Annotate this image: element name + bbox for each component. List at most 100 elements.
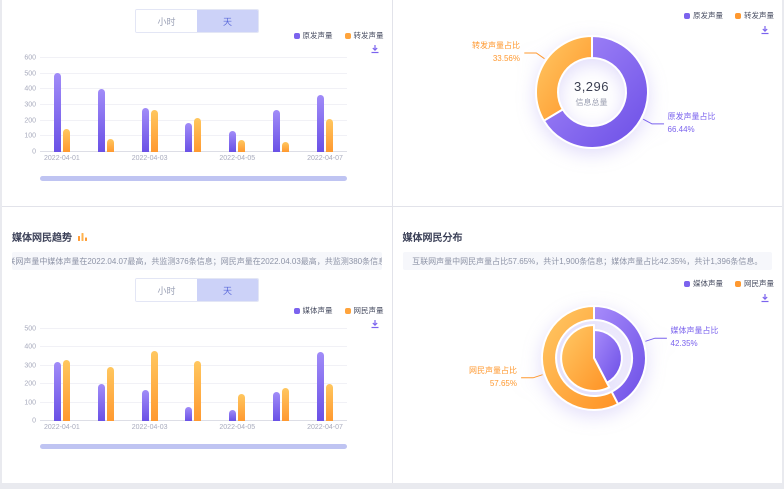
download-button[interactable] — [370, 319, 380, 329]
y-axis-tick-label: 600 — [24, 54, 36, 62]
gridline — [40, 401, 347, 403]
bar[interactable] — [97, 384, 105, 421]
pie-slice-label-pct: 42.35% — [670, 338, 698, 348]
bar[interactable] — [106, 138, 114, 152]
bar[interactable] — [273, 392, 281, 421]
bar[interactable] — [194, 118, 202, 152]
legend-marker — [735, 280, 741, 287]
legend-label: 原发声量 — [693, 11, 723, 20]
gridline — [40, 104, 347, 105]
bar[interactable] — [325, 118, 333, 152]
legend-item-media[interactable]: 媒体声量 — [293, 305, 333, 316]
time-granularity-toggle: 小时 天 — [135, 278, 259, 302]
bar[interactable] — [282, 141, 290, 152]
bar-group: 2022-04-01 — [44, 329, 80, 431]
x-axis-tick-label: 2022-04-01 — [44, 155, 80, 162]
download-button[interactable] — [760, 293, 770, 303]
pie-slice[interactable] — [542, 35, 649, 149]
x-axis-tick-label: 2022-04-05 — [219, 424, 256, 431]
legend-marker — [293, 32, 300, 39]
bar[interactable] — [53, 362, 61, 421]
legend-label: 转发声量 — [353, 31, 384, 40]
pie-slice[interactable] — [540, 305, 619, 411]
toggle-hour-button[interactable]: 小时 — [136, 10, 197, 32]
download-button[interactable] — [370, 44, 380, 54]
pie-slice-label-pct: 66.44% — [667, 124, 695, 134]
download-button[interactable] — [760, 25, 770, 35]
toggle-day-button[interactable]: 天 — [197, 10, 258, 32]
bar[interactable] — [53, 72, 61, 152]
gridline — [40, 420, 347, 421]
bar[interactable] — [238, 140, 246, 152]
download-icon — [761, 294, 769, 303]
bar[interactable] — [325, 384, 333, 421]
chart-legend: 媒体声量 网民声量 — [684, 278, 774, 289]
label-connector-line — [520, 374, 543, 379]
bar-group: 2022-04-05 — [219, 329, 255, 431]
bar[interactable] — [141, 108, 149, 152]
legend-label: 媒体声量 — [693, 279, 723, 288]
bar[interactable] — [229, 130, 237, 152]
bar-group — [185, 58, 202, 152]
legend-item-netizen[interactable]: 网民声量 — [735, 278, 774, 289]
gridline — [40, 346, 347, 348]
bar-group: 2022-04-07 — [307, 329, 343, 431]
origin-repost-bar-chart[interactable]: 0 100 200 300 400 500 600 2022-04-01 2022-04-03 2… — [14, 54, 347, 162]
bar[interactable] — [282, 387, 290, 421]
donut-center: 3,296 信息总量 — [547, 79, 637, 108]
bar[interactable] — [229, 409, 237, 421]
insight-summary: 互联网声量中网民声量占比57.65%，共计1,900条信息；媒体声量占比42.3… — [402, 252, 772, 270]
bar[interactable] — [194, 361, 202, 421]
legend-label: 媒体声量 — [302, 306, 333, 315]
origin-repost-donut-chart[interactable]: 原发声量占比 66.44% 转发声量占比 33.56% — [393, 0, 783, 206]
panel-media-netizen-distribution: 媒体网民分布 互联网声量中网民声量占比57.65%，共计1,900条信息；媒体声… — [392, 207, 783, 483]
bar[interactable] — [106, 366, 114, 421]
download-icon — [761, 26, 769, 35]
x-axis-tick-label: 2022-04-01 — [44, 424, 80, 431]
legend-item-origin[interactable]: 原发声量 — [293, 30, 333, 41]
datazoom-scrollbar[interactable] — [40, 176, 347, 181]
bar[interactable] — [316, 351, 324, 421]
bar[interactable] — [185, 407, 193, 421]
gridline — [40, 119, 347, 121]
media-netizen-pie-chart[interactable]: 媒体声量占比 42.35% 网民声量占比 57.65% — [393, 207, 783, 483]
bar[interactable] — [97, 88, 105, 152]
bar[interactable] — [62, 128, 70, 152]
legend-marker — [344, 32, 351, 39]
bar-groups: 2022-04-01 2022-04-03 2022-04-05 2022-04-07 — [40, 58, 347, 162]
gridline — [40, 383, 347, 385]
toggle-day-button[interactable]: 天 — [197, 279, 258, 301]
gridline — [40, 328, 347, 329]
gridline — [40, 151, 347, 152]
x-axis-tick-label: 2022-04-05 — [219, 155, 256, 162]
bar[interactable] — [273, 109, 281, 152]
legend-item-repost[interactable]: 转发声量 — [735, 10, 774, 21]
bar[interactable] — [316, 94, 324, 152]
legend-item-origin[interactable]: 原发声量 — [684, 10, 723, 21]
bar[interactable] — [238, 393, 246, 421]
bar[interactable] — [62, 359, 70, 421]
toggle-hour-button[interactable]: 小时 — [136, 279, 197, 301]
legend-item-repost[interactable]: 转发声量 — [344, 30, 384, 41]
y-axis-tick-label: 0 — [32, 417, 36, 425]
bar[interactable] — [185, 123, 193, 152]
gridline — [40, 57, 347, 58]
bar-chart-icon — [78, 233, 87, 241]
legend-item-netizen[interactable]: 网民声量 — [344, 305, 384, 316]
datazoom-scrollbar[interactable] — [40, 444, 347, 449]
x-axis-tick-label: 2022-04-07 — [307, 424, 343, 431]
pie-slice-label-name: 原发声量占比 — [667, 112, 716, 121]
label-connector-line — [644, 337, 667, 342]
y-axis-tick-label: 400 — [24, 343, 36, 351]
legend-item-media[interactable]: 媒体声量 — [684, 278, 723, 289]
x-axis-tick-label: 2022-04-07 — [307, 155, 343, 162]
pie-slice[interactable] — [534, 35, 593, 122]
bar[interactable] — [150, 110, 158, 152]
media-netizen-bar-chart[interactable]: 0 100 200 300 400 500 2022-04-01 2022-04-03 2022… — [14, 326, 347, 431]
bar[interactable] — [141, 389, 149, 421]
pie-inner-slice[interactable] — [559, 324, 610, 392]
time-granularity-toggle: 小时 天 — [135, 9, 259, 33]
bar[interactable] — [150, 351, 158, 421]
bar-group — [97, 329, 114, 421]
